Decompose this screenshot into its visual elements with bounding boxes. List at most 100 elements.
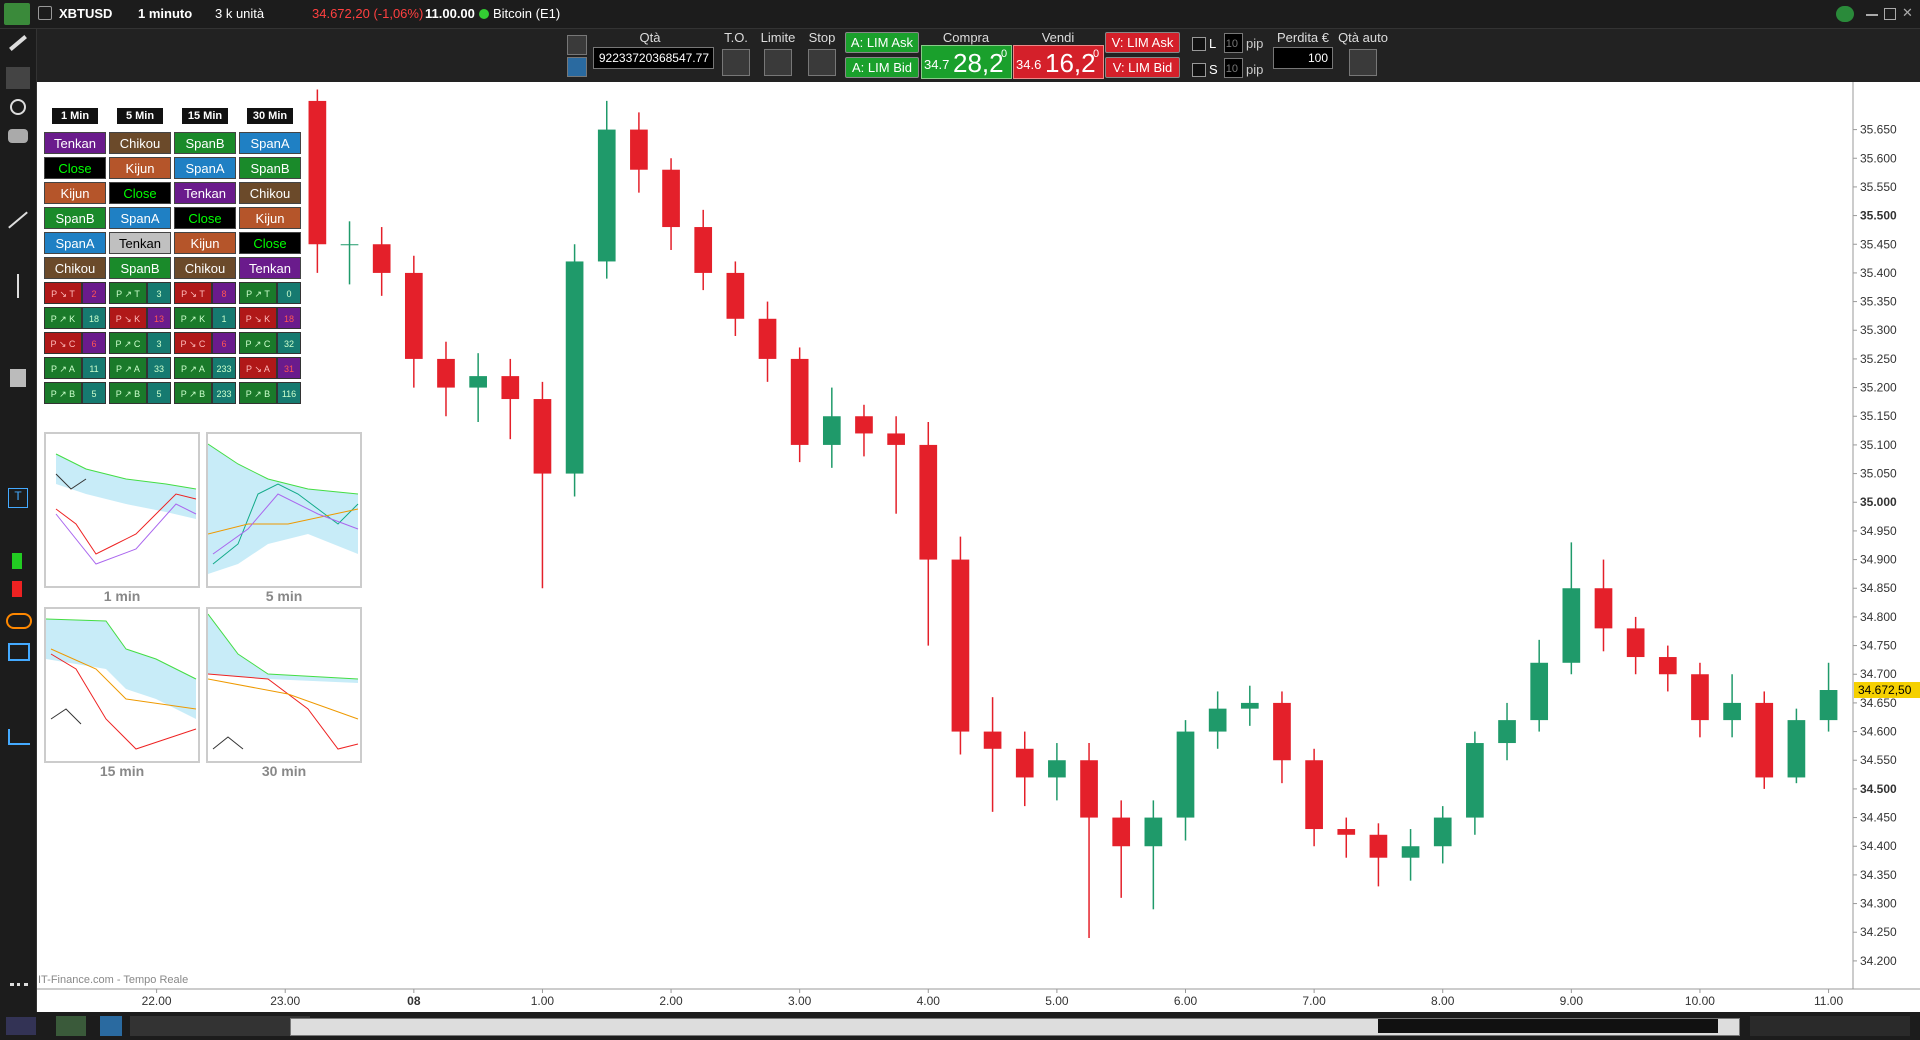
- last-price-box: [1854, 682, 1920, 699]
- candle-body: [1208, 708, 1227, 732]
- y-tick-label: 34.900: [1860, 553, 1897, 567]
- candle-body: [1144, 817, 1163, 847]
- sell-prefix: 34.6: [1016, 57, 1042, 72]
- timeframe[interactable]: 1 minuto: [138, 6, 193, 21]
- long-pip-input[interactable]: 10: [1224, 33, 1243, 53]
- stop-button[interactable]: [808, 49, 836, 76]
- candle-body: [919, 444, 938, 560]
- candle-body: [1273, 702, 1291, 761]
- y-tick-label: 34.750: [1860, 639, 1897, 653]
- tool-vline[interactable]: [17, 274, 19, 298]
- candle-body: [887, 433, 905, 445]
- tool-ellipse[interactable]: [6, 613, 32, 629]
- limit-label: Limite: [760, 30, 796, 45]
- buy-bid-button[interactable]: A: LIM Bid: [845, 57, 919, 78]
- x-tick-label: 22.00: [142, 994, 172, 1008]
- candle-body: [1530, 662, 1549, 721]
- short-pip-input[interactable]: 10: [1224, 58, 1243, 78]
- maximize[interactable]: [1884, 8, 1896, 20]
- y-tick-label: 34.700: [1860, 667, 1897, 681]
- signal-count: 233: [212, 357, 236, 379]
- instrument: Bitcoin (E1): [493, 6, 561, 21]
- candle-body: [790, 358, 809, 445]
- tool-more[interactable]: [10, 983, 28, 990]
- y-tick-label: 34.600: [1860, 725, 1897, 739]
- buy-prefix: 34.7: [924, 57, 950, 72]
- candle-body: [1691, 674, 1709, 721]
- signal-label: P ↗ B: [174, 382, 212, 404]
- x-tick-label: 4.00: [917, 994, 941, 1008]
- tool-trash[interactable]: [10, 369, 26, 387]
- order-panel: Qtà 92233720368547.77 T.O. Limite Stop A…: [0, 29, 1920, 82]
- candle-body: [1658, 657, 1677, 675]
- tool-up-arrow[interactable]: [12, 553, 22, 569]
- units[interactable]: 3 k unità: [215, 6, 265, 21]
- qty-input[interactable]: 92233720368547.77: [593, 47, 714, 69]
- candle-body: [404, 272, 423, 359]
- refresh-icon[interactable]: [1836, 6, 1854, 22]
- calc-icon[interactable]: [567, 57, 587, 77]
- tool-rect[interactable]: [8, 643, 30, 661]
- tool-pointer[interactable]: [6, 67, 30, 89]
- sell-button[interactable]: 34.6 16,2 0: [1013, 45, 1104, 79]
- minimize[interactable]: [1866, 14, 1878, 16]
- last-price-label: 34.672,50: [1858, 683, 1912, 697]
- mini-chart-label: 15 min: [99, 763, 145, 779]
- candle-body: [951, 559, 970, 732]
- long-checkbox[interactable]: [1192, 37, 1206, 51]
- signal-count: 116: [277, 382, 301, 404]
- zoom-tools[interactable]: [1750, 1016, 1910, 1036]
- y-tick-label: 34.250: [1860, 925, 1897, 939]
- candle-body: [469, 376, 487, 388]
- mini-chart-label: 1 min: [103, 588, 141, 604]
- bottom-tool[interactable]: [100, 1016, 122, 1036]
- signal-label: P ↗ C: [109, 332, 147, 354]
- close[interactable]: ✕: [1902, 5, 1913, 20]
- candle-body: [1626, 628, 1645, 658]
- short-checkbox[interactable]: [1192, 63, 1206, 77]
- x-tick-label: 1.00: [531, 994, 555, 1008]
- y-tick-label: 35.500: [1860, 209, 1897, 223]
- table-cell: Tenkan: [109, 232, 171, 254]
- short-label: S: [1209, 62, 1218, 77]
- tool-text[interactable]: T: [8, 488, 28, 508]
- settings-icon[interactable]: [567, 35, 587, 55]
- tool-fib[interactable]: [8, 729, 30, 745]
- mini-chart-label: 5 min: [265, 588, 303, 604]
- to-button[interactable]: [722, 49, 750, 76]
- tool-pencil[interactable]: [9, 35, 27, 51]
- scroll-thumb[interactable]: [1378, 1019, 1718, 1033]
- loss-input[interactable]: 100: [1273, 47, 1333, 69]
- y-tick-label: 34.400: [1860, 839, 1897, 853]
- table-cell: Close: [174, 207, 236, 229]
- y-tick-label: 34.550: [1860, 753, 1897, 767]
- limit-button[interactable]: [764, 49, 792, 76]
- tool-zoom[interactable]: [10, 99, 26, 115]
- bottom-tool[interactable]: [6, 1017, 36, 1035]
- table-header: 30 Min: [247, 108, 293, 124]
- signal-label: P ↗ B: [239, 382, 277, 404]
- tool-down-arrow[interactable]: [12, 581, 22, 597]
- signal-label: P ↗ T: [239, 282, 277, 304]
- symbol[interactable]: XBTUSD: [59, 6, 113, 21]
- signal-label: P ↘ C: [44, 332, 82, 354]
- table-cell: SpanB: [44, 207, 106, 229]
- buy-ask-button[interactable]: A: LIM Ask: [845, 32, 919, 53]
- tool-alert[interactable]: [8, 129, 28, 143]
- signal-count: 33: [147, 357, 171, 379]
- bottom-tools[interactable]: [130, 1016, 310, 1036]
- candle-body: [533, 399, 552, 474]
- buy-button[interactable]: 34.7 28,2 0: [921, 45, 1012, 79]
- auto-button[interactable]: [1349, 49, 1377, 76]
- y-tick-label: 35.650: [1860, 123, 1897, 137]
- sell-ask-button[interactable]: V: LIM Ask: [1105, 32, 1180, 53]
- sell-bid-button[interactable]: V: LIM Bid: [1105, 57, 1180, 78]
- bottom-tool[interactable]: [56, 1016, 86, 1036]
- signal-label: P ↘ C: [174, 332, 212, 354]
- symbol-icon[interactable]: [38, 6, 52, 20]
- scrollbar[interactable]: [290, 1018, 1740, 1036]
- candle-body: [983, 731, 1002, 749]
- table-cell: Kijun: [239, 207, 301, 229]
- tool-line[interactable]: [8, 211, 28, 229]
- y-tick-label: 34.650: [1860, 696, 1897, 710]
